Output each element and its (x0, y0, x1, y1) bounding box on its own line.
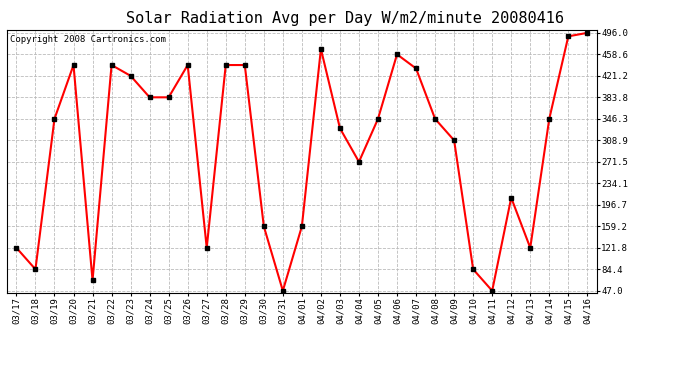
Text: Solar Radiation Avg per Day W/m2/minute 20080416: Solar Radiation Avg per Day W/m2/minute … (126, 11, 564, 26)
Text: Copyright 2008 Cartronics.com: Copyright 2008 Cartronics.com (10, 35, 166, 44)
